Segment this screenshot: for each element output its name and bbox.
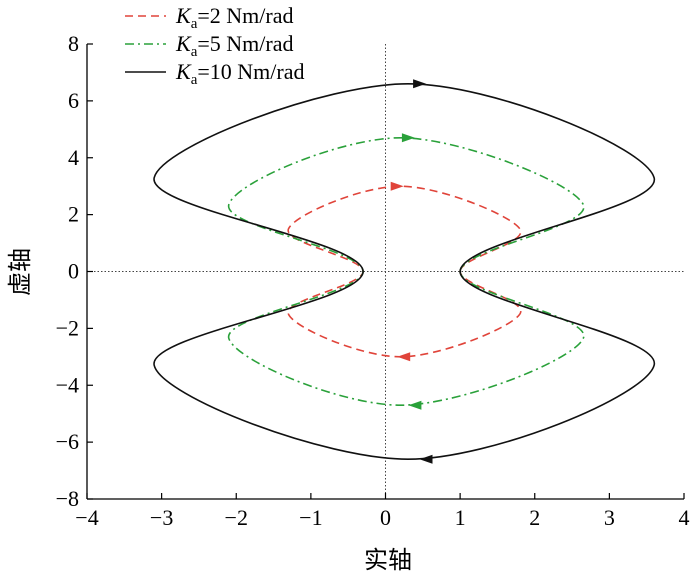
- legend-label-2: Ka=5 Nm/rad: [175, 31, 293, 60]
- x-axis-title: 实轴: [364, 546, 412, 574]
- series-3-curve: [153, 82, 655, 461]
- y-tick-label: 2: [68, 202, 79, 227]
- series-1-arrow: [390, 181, 404, 191]
- series-2-arrow: [401, 133, 415, 143]
- x-tick-label: 0: [380, 505, 391, 530]
- zero-lines: [87, 44, 684, 499]
- direction-arrows: [390, 79, 433, 464]
- y-tick-label: 6: [68, 88, 79, 113]
- y-axis-title: 虚轴: [6, 248, 34, 296]
- y-axis-ticks: −8 −6 −4 −2 0 2 4 6 8: [56, 31, 93, 511]
- y-tick-label: −4: [56, 372, 79, 397]
- series-1-arrow: [397, 352, 411, 362]
- legend-label-3: Ka=10 Nm/rad: [175, 59, 304, 88]
- x-tick-label: 3: [604, 505, 615, 530]
- x-tick-label: −2: [225, 505, 248, 530]
- y-tick-label: 8: [68, 31, 79, 56]
- series-2-arrow: [408, 400, 422, 410]
- x-tick-label: −4: [75, 505, 98, 530]
- nyquist-curves: [153, 82, 655, 461]
- x-tick-label: −3: [150, 505, 173, 530]
- x-tick-label: 2: [529, 505, 540, 530]
- legend-label-1: Ka=2 Nm/rad: [175, 3, 293, 32]
- series-1-curve: [287, 185, 522, 358]
- y-tick-label: −6: [56, 429, 79, 454]
- x-tick-label: 1: [455, 505, 466, 530]
- series-3-arrow: [419, 454, 433, 464]
- x-tick-label: 4: [679, 505, 690, 530]
- y-tick-label: 4: [68, 145, 79, 170]
- y-tick-label: −8: [56, 486, 79, 511]
- x-tick-label: −1: [299, 505, 322, 530]
- series-3-arrow: [413, 79, 427, 89]
- x-axis-ticks: −4 −3 −2 −1 0 1 2 3 4: [75, 493, 690, 530]
- y-tick-label: −2: [56, 315, 79, 340]
- y-tick-label: 0: [68, 259, 79, 284]
